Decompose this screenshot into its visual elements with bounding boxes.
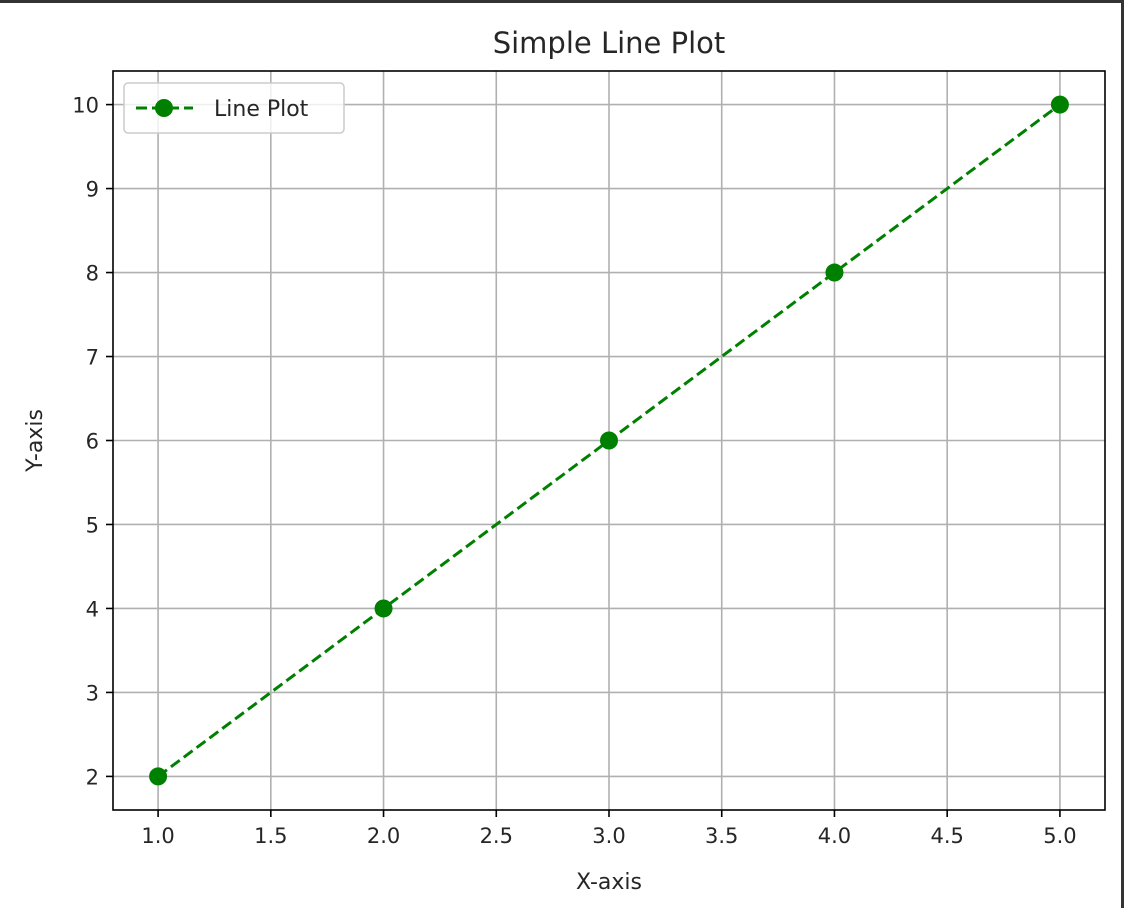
data-point [1050, 95, 1069, 114]
y-tick-label: 7 [86, 346, 99, 370]
x-tick-label: 3.5 [705, 824, 738, 848]
x-tick-label: 2.0 [367, 824, 400, 848]
y-tick-label: 2 [86, 765, 99, 789]
x-tick-label: 5.0 [1043, 824, 1076, 848]
axis-ticks: 1.0 1.5 2.0 2.5 3.0 3.5 4.0 4.5 5.0 2 3 4 5 6 7 8 9 10 [72, 94, 1076, 848]
data-point [374, 599, 393, 618]
x-tick-label: 1.0 [141, 824, 174, 848]
y-tick-label: 3 [86, 681, 99, 705]
chart-title: Simple Line Plot [493, 26, 726, 60]
y-tick-label: 6 [86, 430, 99, 454]
data-point [149, 767, 168, 786]
line-chart: 1.0 1.5 2.0 2.5 3.0 3.5 4.0 4.5 5.0 2 3 4 5 6 7 8 9 10 Si… [23, 26, 1106, 895]
data-point [825, 263, 844, 282]
series-layer [149, 95, 1069, 786]
y-tick-label: 5 [86, 513, 99, 537]
x-axis-title: X-axis [576, 870, 642, 895]
x-tick-label: 4.0 [818, 824, 851, 848]
y-tick-label: 4 [86, 597, 99, 621]
y-tick-label: 8 [86, 262, 99, 286]
legend: Line Plot [123, 82, 345, 134]
y-axis-title: Y-axis [23, 409, 48, 473]
legend-box [123, 82, 345, 134]
x-tick-label: 3.0 [592, 824, 625, 848]
x-tick-label: 2.5 [480, 824, 513, 848]
data-point [600, 431, 618, 450]
x-tick-label: 1.5 [254, 824, 287, 848]
y-tick-label: 10 [72, 94, 99, 118]
legend-label: Line Plot [214, 97, 309, 122]
y-tick-label: 9 [86, 178, 99, 202]
legend-marker-icon [155, 99, 173, 117]
x-tick-label: 4.5 [930, 824, 963, 848]
